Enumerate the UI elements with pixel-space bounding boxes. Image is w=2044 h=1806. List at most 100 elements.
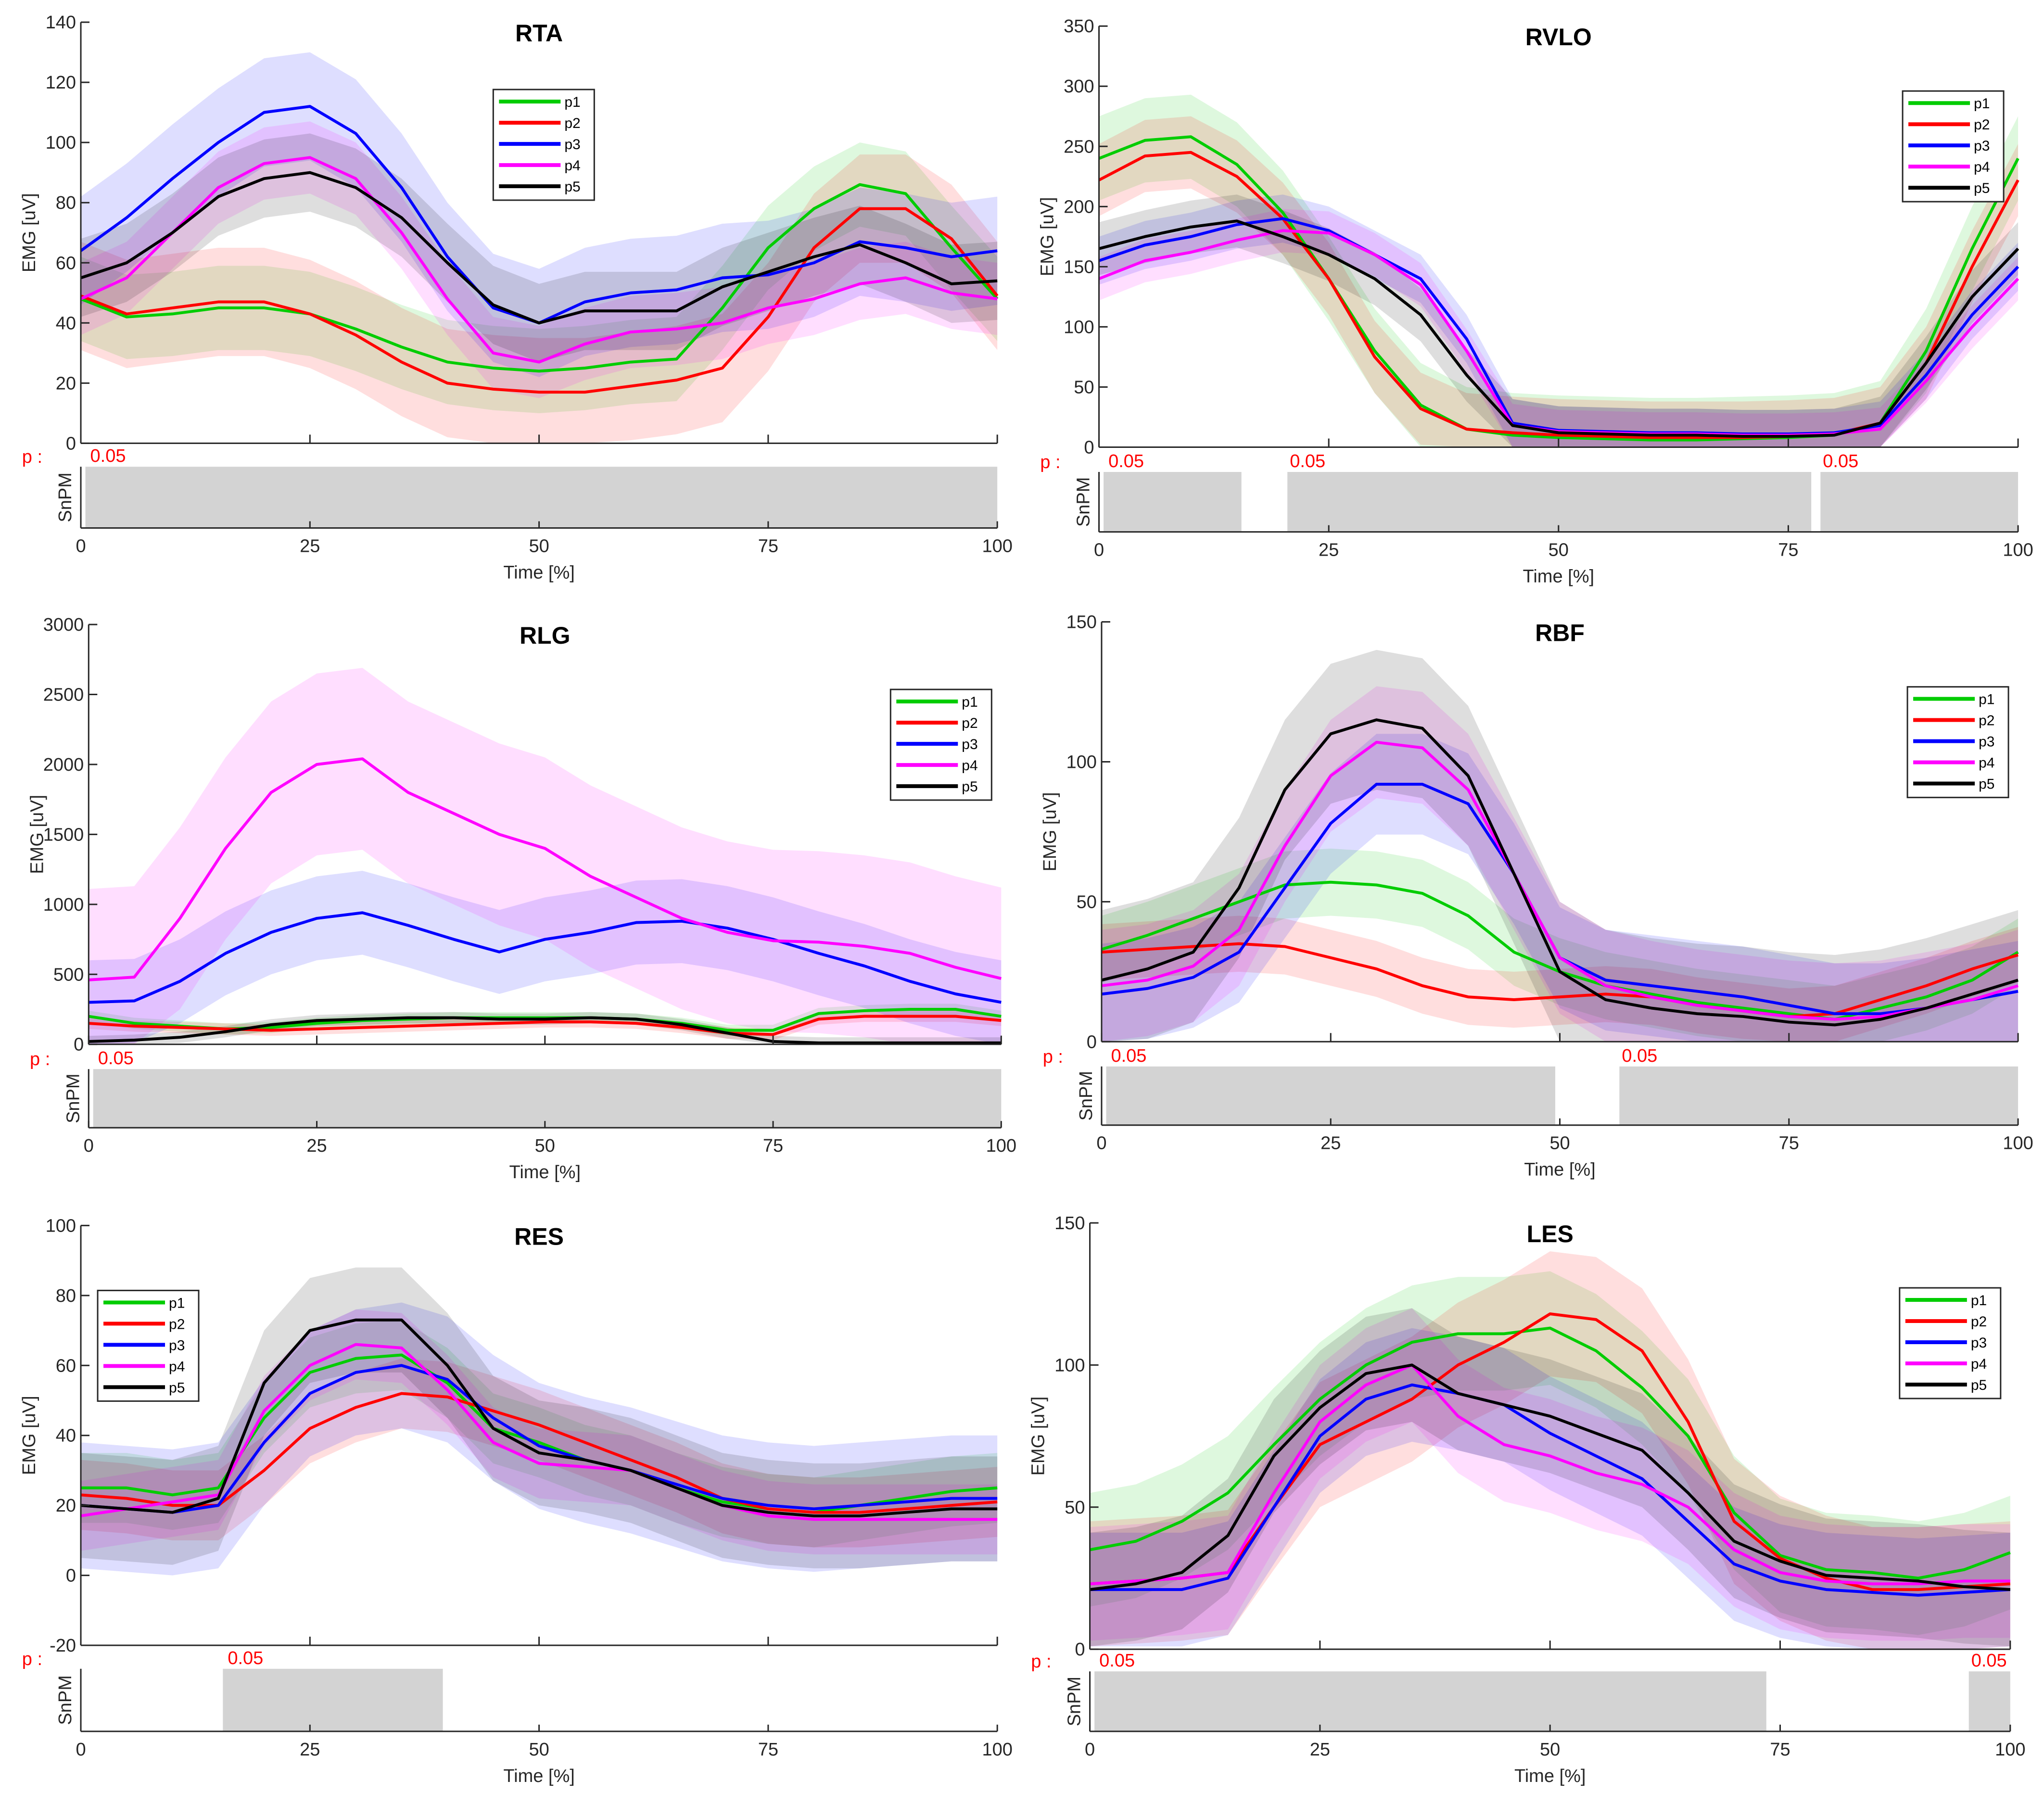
band-p2 <box>1101 916 2019 1042</box>
legend-label-p5: p5 <box>962 779 978 795</box>
y-tick-label: 150 <box>1066 612 1097 633</box>
legend: p1 p2 p3 p4 p5 <box>889 688 992 801</box>
line-p5 <box>80 1318 998 1517</box>
y-tick-label: 250 <box>1064 137 1094 157</box>
spm-cluster <box>1287 472 1812 532</box>
x-tick-label: 50 <box>535 1136 555 1156</box>
spm-p-label: p : <box>22 1649 42 1669</box>
legend-label-p3: p3 <box>1974 138 1990 154</box>
x-tick-label: 25 <box>306 1136 327 1156</box>
y-tick-label: 2500 <box>43 685 84 705</box>
band-p1 <box>81 142 998 413</box>
legend-label-p1: p1 <box>564 94 580 110</box>
legend: p1 p2 p3 p4 p5 <box>492 89 595 201</box>
y-tick-label: 100 <box>1054 1355 1085 1375</box>
spm-p-value: 0.05 <box>1823 451 1858 471</box>
spm-cluster <box>1619 1066 2019 1125</box>
y-tick-label: 150 <box>1064 257 1094 277</box>
x-tick-label: 50 <box>1540 1740 1560 1760</box>
line-p5 <box>1090 1363 2011 1591</box>
x-tick-label: 0 <box>1096 1133 1106 1154</box>
spm-p-label: p : <box>1043 1047 1063 1067</box>
y-tick-label: 150 <box>1054 1213 1085 1234</box>
y-tick-label: 60 <box>56 1356 76 1376</box>
y-axis-label: EMG [uV] <box>27 795 47 874</box>
line-p5 <box>1098 219 2019 438</box>
x-tick-label: 100 <box>986 1136 1016 1156</box>
x-tick-label: 75 <box>1779 1133 1799 1154</box>
legend-label-p2: p2 <box>169 1316 185 1332</box>
y-tick-label: 40 <box>56 313 76 333</box>
chart-title: RLG <box>520 622 571 649</box>
line-p4 <box>80 156 998 364</box>
y-tick-label: 40 <box>56 1426 76 1446</box>
y-tick-label: 350 <box>1064 16 1094 37</box>
legend-label-p4: p4 <box>962 758 978 774</box>
y-tick-label: 140 <box>46 13 76 33</box>
band-p1 <box>81 1320 998 1548</box>
line-p4 <box>89 757 1002 981</box>
legend: p1 p2 p3 p4 p5 <box>97 1289 200 1402</box>
spm-axis-label: SnPM <box>55 1675 76 1725</box>
y-axis-label: EMG [uV] <box>19 1396 39 1475</box>
spm-cluster <box>85 467 998 528</box>
spm-axis-label: SnPM <box>1076 1071 1096 1120</box>
chart-title: RVLO <box>1525 24 1592 51</box>
line-p4 <box>1090 1363 2010 1586</box>
y-tick-label: 50 <box>1077 892 1097 912</box>
spm-axis-label: SnPM <box>63 1073 83 1123</box>
x-tick-label: 75 <box>1778 540 1798 560</box>
chart-title: LES <box>1527 1221 1574 1247</box>
line-p3 <box>89 911 1002 1004</box>
legend-label-p5: p5 <box>169 1380 185 1396</box>
y-tick-label: 2000 <box>43 755 84 775</box>
legend-label-p2: p2 <box>962 715 978 731</box>
band-p3 <box>1099 194 2019 447</box>
spm-p-value: 0.05 <box>90 446 126 466</box>
spm-cluster <box>1820 472 2019 532</box>
band-p2 <box>1090 1251 2010 1650</box>
spm-p-value: 0.05 <box>1099 1651 1135 1671</box>
y-tick-label: 0 <box>66 433 76 454</box>
band-p4 <box>89 668 1002 1044</box>
x-tick-label: 25 <box>300 1740 320 1760</box>
y-tick-label: 20 <box>56 373 76 394</box>
chart-title: RTA <box>515 20 563 47</box>
panel-les: 0 50 100 150 LES EMG [uV] p1 p2 p3 p4 p5 0.05 0.05 p … <box>1028 1213 2026 1786</box>
legend-label-p3: p3 <box>564 137 580 153</box>
panel-rbf: 0 50 100 150 RBF EMG [uV] p1 p2 p3 p4 p5 0.05 0.05 p … <box>1040 612 2033 1180</box>
x-tick-label: 100 <box>1995 1740 2025 1760</box>
line-p5 <box>80 171 998 325</box>
legend-label-p5: p5 <box>1974 180 1990 196</box>
line-p1 <box>1090 1326 2011 1580</box>
line-p5 <box>89 1016 1002 1044</box>
legend-label-p2: p2 <box>564 115 580 131</box>
y-tick-label: 0 <box>1075 1640 1085 1660</box>
spm-p-label: p : <box>1031 1652 1051 1672</box>
line-p2 <box>1090 1312 2011 1591</box>
band-p3 <box>81 52 998 377</box>
legend-label-p5: p5 <box>1971 1377 1987 1393</box>
legend-label-p2: p2 <box>1974 117 1990 133</box>
y-axis-label: EMG [uV] <box>19 193 39 272</box>
y-tick-label: 200 <box>1064 197 1094 217</box>
spm-p-label: p : <box>30 1049 50 1069</box>
spm-cluster <box>223 1668 443 1731</box>
y-tick-label: 0 <box>66 1566 76 1586</box>
band-p2 <box>1099 116 2019 447</box>
y-tick-label: 60 <box>56 253 76 273</box>
spm-axis-label: SnPM <box>55 472 76 522</box>
line-p1 <box>80 183 999 373</box>
y-tick-label: 100 <box>46 1216 76 1236</box>
line-p2 <box>80 207 999 394</box>
x-tick-label: 0 <box>1094 540 1104 560</box>
legend-label-p1: p1 <box>169 1295 185 1311</box>
x-tick-label: 0 <box>76 536 86 557</box>
x-axis-label: Time [%] <box>503 1766 575 1786</box>
spm-cluster <box>1968 1671 2010 1731</box>
line-p2 <box>80 1392 998 1514</box>
